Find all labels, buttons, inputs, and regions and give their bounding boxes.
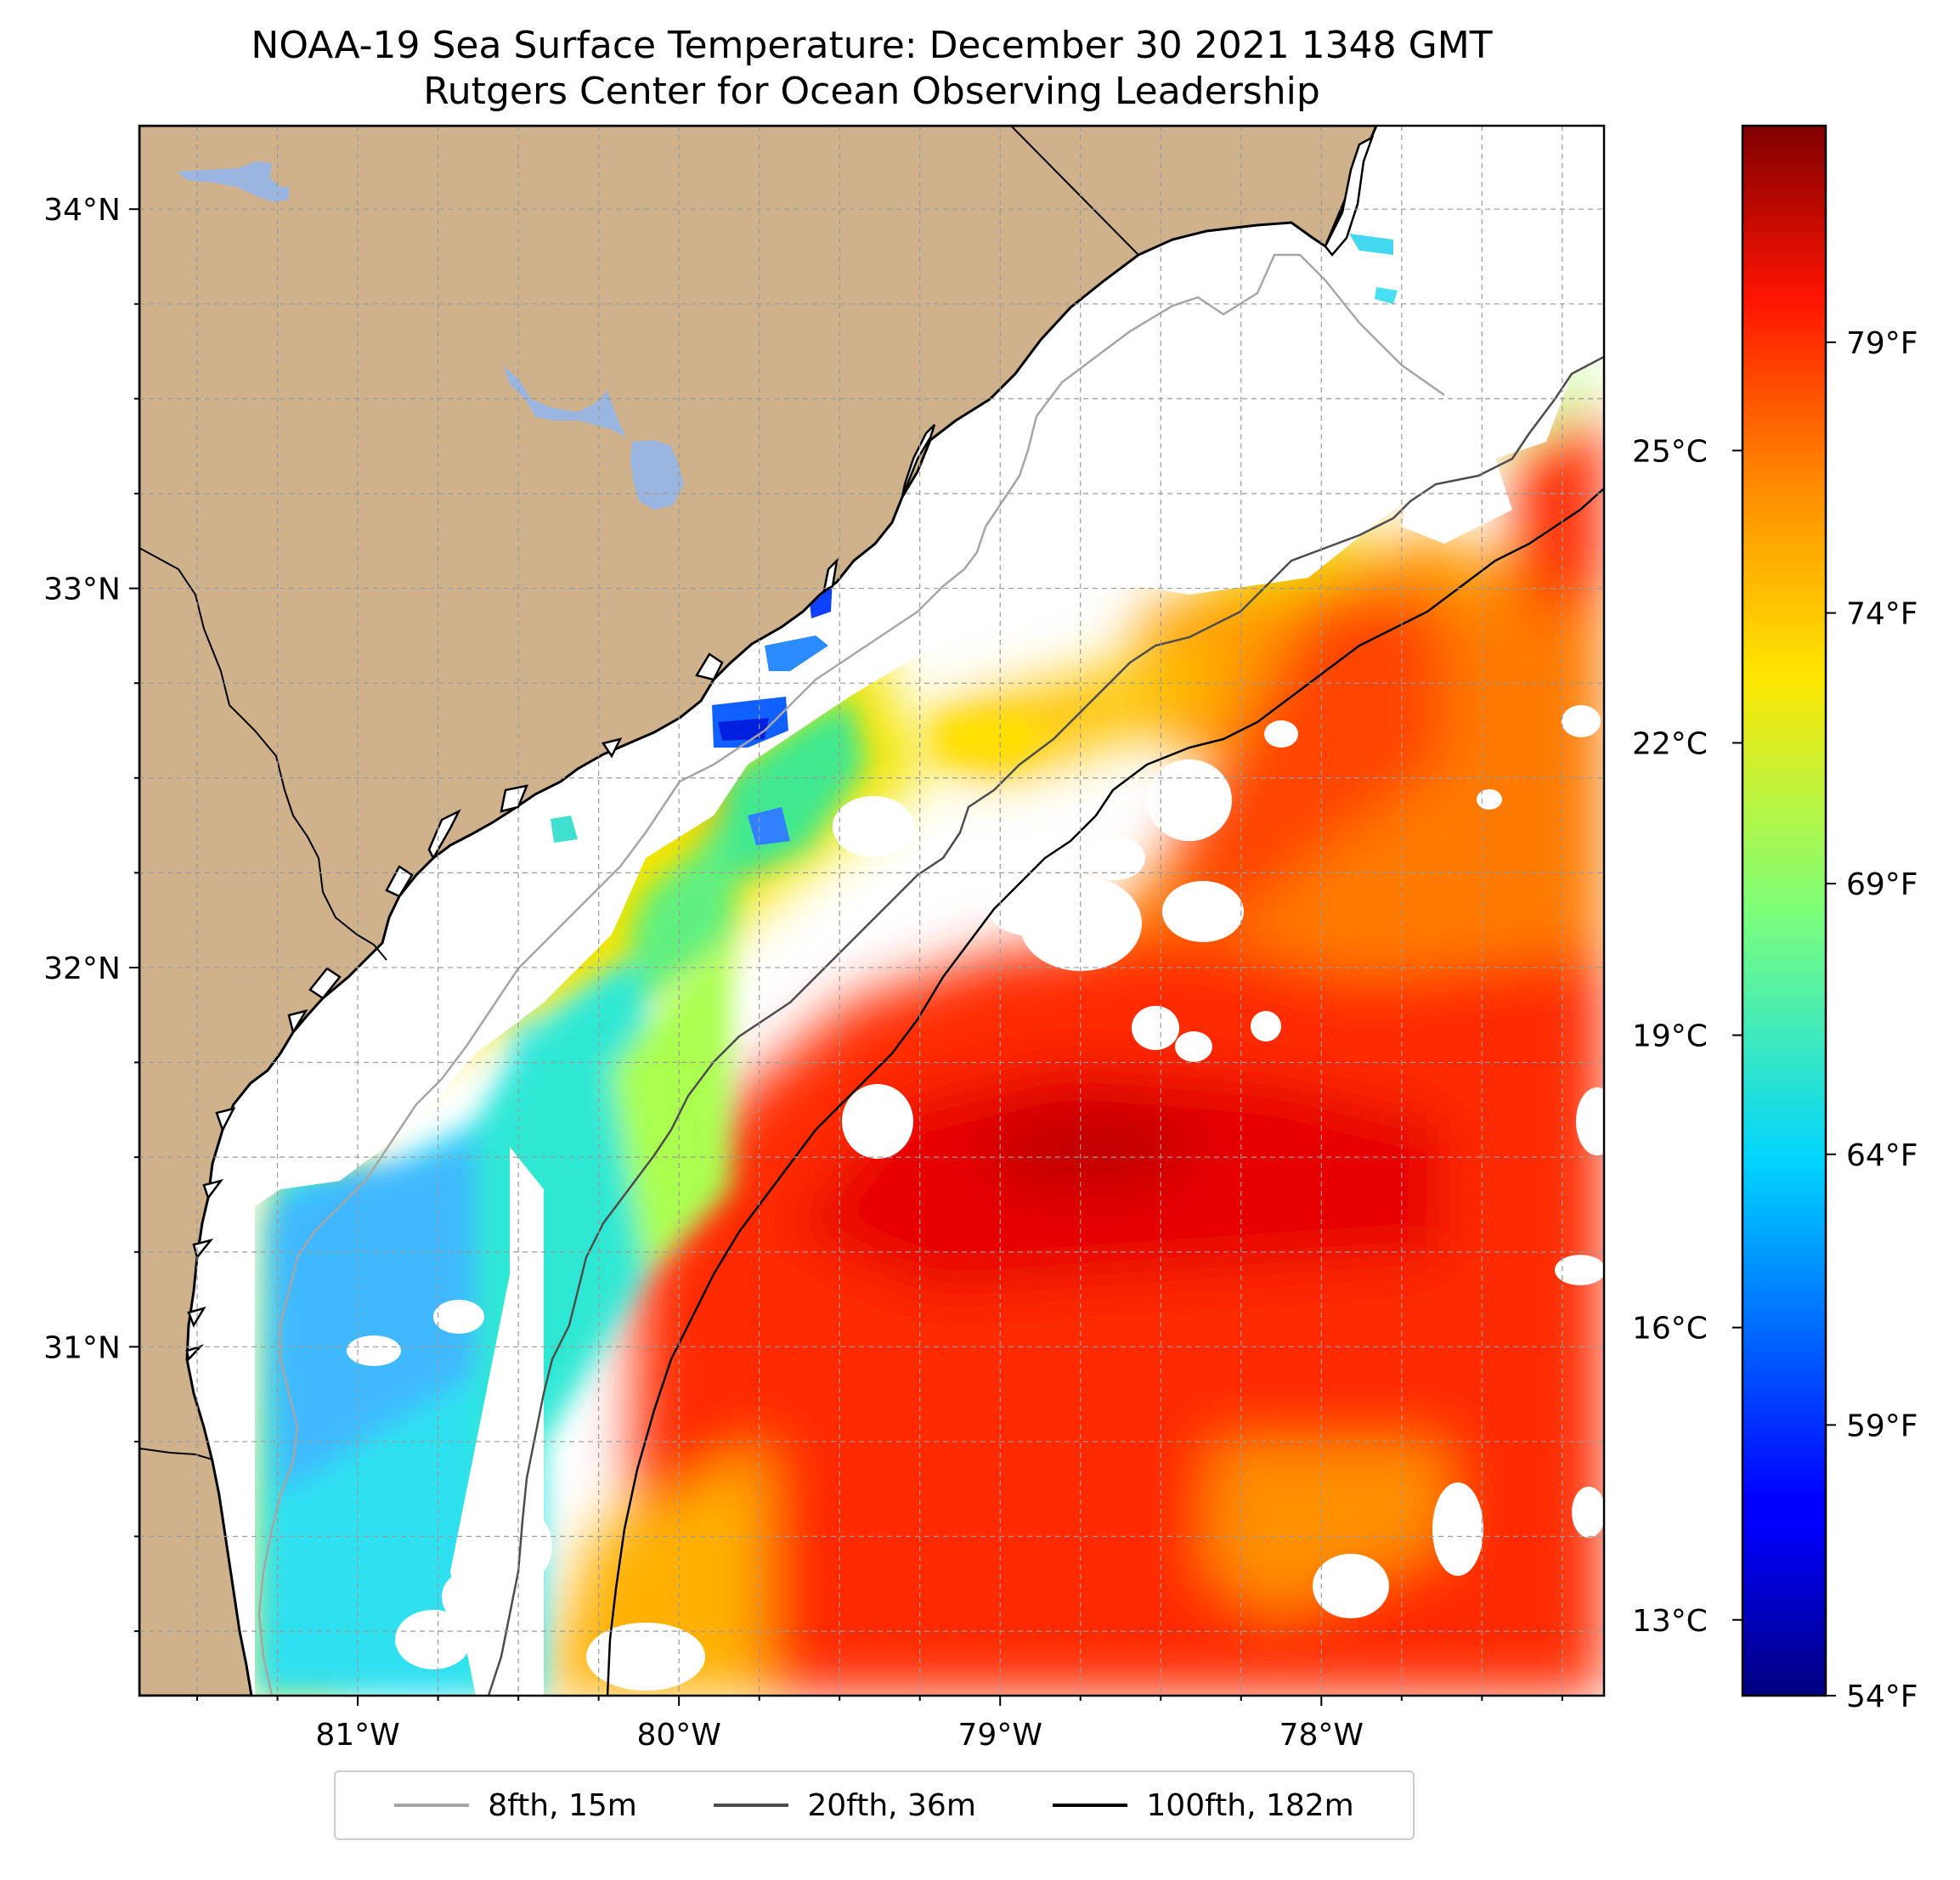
isobath-100fth (606, 488, 1604, 1696)
isobath-20fth (487, 355, 1604, 1696)
colorbar-gradient (1743, 126, 1826, 1696)
isobaths (257, 253, 1604, 1696)
celsius-tick-label: 16°C (1632, 1312, 1708, 1346)
lat-tick-label: 34°N (43, 193, 121, 228)
map-frame (138, 124, 1606, 1697)
colorbar-celsius-ticks: 25°C 22°C 19°C 16°C 13°C (1632, 434, 1743, 1639)
legend-item-8fth: 8fth, 15m (394, 1788, 637, 1823)
fahrenheit-tick-label: 59°F (1846, 1409, 1918, 1443)
coastal-inlets (185, 135, 1375, 1362)
map-panel (139, 126, 1604, 1696)
lakes (177, 161, 684, 510)
legend-line-20fth (714, 1804, 789, 1807)
lat-tick-label: 32°N (43, 951, 121, 986)
colorbar-fahrenheit-ticks: 79°F 74°F 69°F 64°F 59°F 54°F (1826, 326, 1918, 1714)
legend-label-20fth: 20fth, 36m (807, 1787, 976, 1823)
longitude-axis: 81°W 80°W 79°W 78°W (196, 1696, 1563, 1753)
fahrenheit-tick-label: 79°F (1846, 326, 1918, 361)
lat-tick-label: 31°N (43, 1330, 121, 1365)
celsius-tick-label: 25°C (1632, 434, 1708, 469)
state-borders (139, 126, 1139, 1460)
lon-tick-label: 80°W (636, 1718, 720, 1753)
lon-tick-label: 78°W (1279, 1718, 1364, 1753)
celsius-tick-label: 22°C (1632, 726, 1708, 761)
fahrenheit-tick-label: 69°F (1846, 867, 1918, 902)
celsius-tick-label: 13°C (1632, 1604, 1708, 1639)
gridlines (139, 126, 1604, 1696)
lat-tick-label: 33°N (43, 573, 121, 607)
page-subtitle: Rutgers Center for Ocean Observing Leade… (423, 70, 1320, 113)
legend-label-8fth: 8fth, 15m (488, 1787, 637, 1823)
cold-nearshore-patches (551, 234, 1398, 845)
fahrenheit-tick-label: 64°F (1846, 1138, 1918, 1173)
colorbar-frame (1741, 124, 1827, 1697)
isobath-8fth (257, 253, 1445, 1696)
fahrenheit-tick-label: 74°F (1846, 597, 1918, 632)
page-title: NOAA-19 Sea Surface Temperature: Decembe… (251, 24, 1493, 67)
fahrenheit-tick-label: 54°F (1846, 1680, 1918, 1714)
celsius-tick-label: 19°C (1632, 1019, 1708, 1054)
lon-tick-label: 79°W (958, 1718, 1042, 1753)
legend-label-100fth: 100fth, 182m (1146, 1787, 1354, 1823)
legend-item-100fth: 100fth, 182m (1053, 1787, 1354, 1823)
latitude-axis: 34°N 33°N 32°N 31°N (43, 193, 139, 1633)
lon-tick-label: 81°W (315, 1718, 399, 1753)
isobath-legend: 8fth, 15m 20fth, 36m 100fth, 182m (334, 1770, 1415, 1840)
legend-item-20fth: 20fth, 36m (714, 1788, 976, 1823)
legend-line-100fth (1053, 1804, 1128, 1807)
colorbar: 25°C 22°C 19°C 16°C 13°C 79°F 74°F 69°F 64°F 59°… (1632, 124, 1918, 1714)
legend-line-8fth (394, 1804, 470, 1807)
